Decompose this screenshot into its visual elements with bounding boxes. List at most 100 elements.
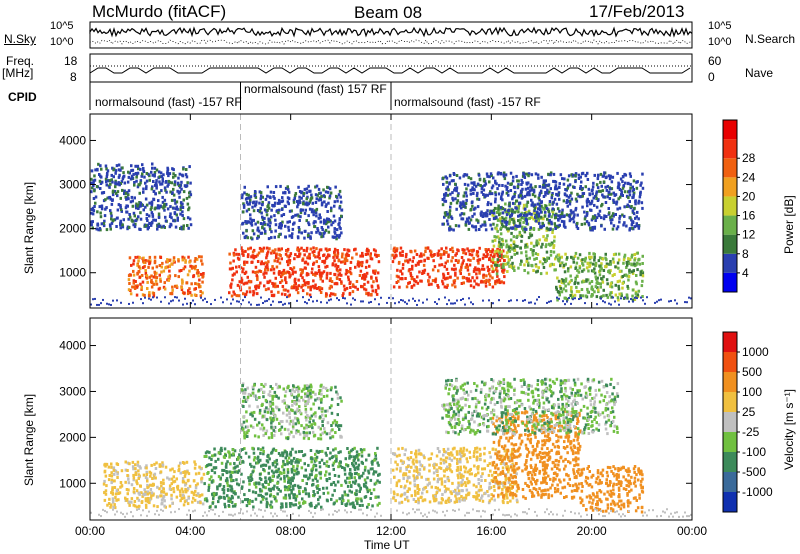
power-cell: [312, 253, 316, 257]
power-cell: [556, 207, 560, 211]
velocity-cell: [137, 469, 140, 473]
power-cell: [619, 177, 623, 181]
velocity-cell: [269, 505, 273, 509]
velocity-cell: [162, 490, 166, 494]
power-cell: [543, 214, 547, 218]
power-cell: [578, 253, 582, 257]
power-cell: [524, 211, 528, 214]
power-cell: [530, 203, 533, 207]
power-cell: [495, 268, 498, 272]
power-cell: [624, 181, 627, 185]
velocity-cell: [203, 482, 206, 486]
velocity-cell: [232, 491, 235, 495]
power-cell: [301, 208, 304, 212]
power-ground-cell: [262, 301, 264, 304]
velocity-cell: [305, 482, 308, 486]
power-cell: [590, 280, 594, 283]
power-cell: [482, 212, 485, 216]
power-colorbar-swatch: [723, 253, 737, 273]
power-cell: [594, 195, 597, 198]
power-cell: [357, 261, 360, 265]
velocity-cell: [160, 502, 163, 506]
velocity-cell: [137, 473, 140, 477]
power-cell: [249, 236, 253, 240]
power-cell: [527, 174, 530, 178]
power-cell: [369, 252, 372, 256]
power-ground-cell: [618, 303, 620, 306]
power-ground-cell: [564, 303, 566, 306]
power-cell: [631, 298, 635, 302]
velocity-cell: [148, 501, 151, 505]
power-cell: [196, 282, 199, 286]
power-cell: [90, 220, 93, 224]
power-cell: [269, 196, 272, 200]
power-cell: [280, 292, 284, 296]
power-ground-cell: [608, 302, 610, 305]
velocity-cell: [179, 461, 182, 465]
power-cell: [591, 288, 595, 292]
velocity-cell: [464, 484, 468, 488]
velocity-cell: [106, 503, 109, 507]
power-cell: [621, 275, 624, 278]
power-cell: [583, 210, 586, 214]
velocity-cell: [146, 479, 149, 483]
power-cell: [329, 271, 332, 275]
velocity-cell: [286, 459, 289, 463]
power-cell: [526, 200, 530, 204]
velocity-cell: [343, 466, 346, 470]
power-cell: [328, 294, 332, 298]
power-cell: [264, 231, 267, 235]
power-cell: [109, 227, 112, 231]
velocity-cell: [350, 455, 353, 459]
power-cell: [335, 228, 339, 232]
power-cell: [355, 280, 359, 283]
power-cell: [602, 180, 606, 184]
power-cell: [536, 269, 539, 273]
power-cell: [601, 257, 605, 261]
power-cell: [600, 277, 603, 281]
power-cell: [509, 264, 512, 268]
velocity-cell: [222, 488, 226, 492]
power-cell: [514, 227, 517, 231]
power-cell: [266, 250, 270, 254]
power-cell: [456, 248, 459, 252]
power-cell: [552, 212, 555, 216]
power-cell: [263, 222, 267, 226]
power-cell: [468, 263, 472, 267]
power-cell: [250, 218, 254, 222]
power-cell: [604, 201, 608, 204]
power-cell: [540, 225, 544, 229]
power-cell: [342, 260, 345, 264]
power-cell: [536, 253, 540, 256]
power-cell: [308, 256, 311, 260]
velocity-cell: [415, 459, 418, 463]
power-cell: [284, 278, 287, 282]
power-cell: [142, 167, 145, 170]
velocity-cell: [346, 476, 349, 480]
velocity-cell: [192, 479, 196, 483]
power-cell: [153, 173, 156, 177]
power-cell: [188, 291, 192, 295]
power-cell: [620, 189, 623, 192]
velocity-cell: [162, 494, 166, 498]
power-ground-cell: [456, 299, 458, 302]
power-cell: [615, 200, 619, 204]
velocity-cell: [343, 490, 346, 494]
power-cell: [130, 174, 134, 178]
power-cell: [599, 285, 602, 289]
power-cell: [432, 259, 435, 263]
power-ground-cell: [454, 302, 456, 305]
velocity-cell: [474, 473, 478, 477]
velocity-cell: [181, 479, 185, 483]
power-cell: [132, 211, 136, 215]
power-cell: [316, 229, 320, 233]
power-cell: [282, 268, 286, 272]
velocity-cell: [179, 490, 182, 494]
power-cell: [572, 220, 576, 224]
power-cell: [570, 197, 574, 201]
power-cell: [457, 224, 461, 228]
power-cell: [249, 280, 252, 284]
power-cell: [630, 218, 633, 222]
power-ground-cell: [312, 300, 314, 303]
power-cell: [182, 227, 185, 231]
